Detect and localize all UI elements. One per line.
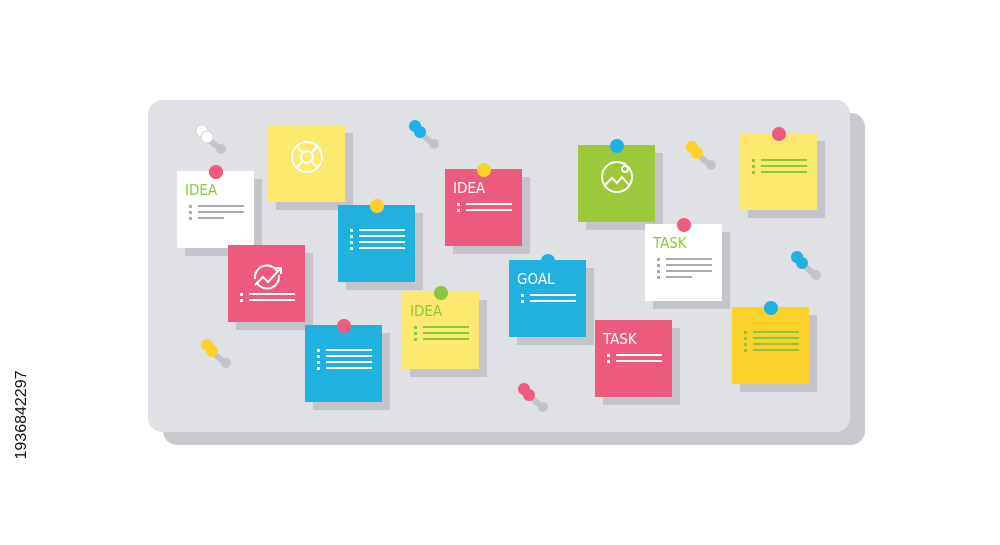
note-label: GOAL bbox=[517, 270, 555, 288]
note-lines bbox=[752, 157, 807, 175]
bullet-line bbox=[414, 324, 469, 330]
bullet-line bbox=[350, 227, 405, 233]
bullet-line bbox=[744, 335, 799, 341]
bullet-line bbox=[657, 268, 712, 274]
pushpin-icon bbox=[541, 254, 555, 268]
note-lines bbox=[317, 347, 372, 371]
pushpin-icon bbox=[370, 199, 384, 213]
sticky-note[interactable] bbox=[305, 325, 382, 402]
note-lines bbox=[657, 256, 712, 280]
stock-id-text: 1936842297 bbox=[13, 370, 30, 460]
bullet-line bbox=[414, 330, 469, 336]
note-lines bbox=[521, 292, 576, 304]
note-lines bbox=[744, 329, 799, 353]
bullet-line bbox=[607, 352, 662, 358]
note-lines bbox=[414, 324, 469, 342]
bullet-line bbox=[317, 365, 372, 371]
lifebuoy-icon bbox=[290, 141, 323, 173]
growth-chart-icon bbox=[253, 264, 282, 290]
bullet-line bbox=[744, 341, 799, 347]
loose-pushpin-icon[interactable] bbox=[515, 380, 555, 420]
loose-pushpin-icon[interactable] bbox=[406, 117, 446, 157]
note-lines bbox=[457, 201, 512, 213]
note-lines bbox=[350, 227, 405, 251]
pushpin-icon bbox=[677, 218, 691, 232]
note-lines bbox=[607, 352, 662, 364]
sticky-note[interactable]: GOAL bbox=[509, 260, 586, 337]
pushpin-icon bbox=[610, 139, 624, 153]
sticky-note[interactable]: TASK bbox=[595, 320, 672, 397]
note-lines bbox=[240, 291, 295, 303]
bullet-line bbox=[189, 215, 244, 221]
sticky-note[interactable] bbox=[740, 133, 817, 210]
sticky-note[interactable]: IDEA bbox=[445, 169, 522, 246]
image-icon bbox=[600, 161, 633, 193]
note-label: IDEA bbox=[453, 179, 486, 197]
bullet-line bbox=[457, 201, 512, 207]
bullet-line bbox=[657, 262, 712, 268]
bullet-line bbox=[350, 245, 405, 251]
bullet-line bbox=[457, 207, 512, 213]
bullet-line bbox=[607, 358, 662, 364]
loose-pushpin-icon[interactable] bbox=[193, 122, 233, 162]
note-label: TASK bbox=[603, 330, 637, 348]
bullet-line bbox=[752, 163, 807, 169]
bullet-line bbox=[189, 203, 244, 209]
sticky-note[interactable] bbox=[578, 145, 655, 222]
bullet-line bbox=[752, 169, 807, 175]
stock-id: 1936842297 bbox=[2, 300, 42, 530]
sticky-note[interactable] bbox=[228, 245, 305, 322]
bullet-line bbox=[657, 256, 712, 262]
sticky-note[interactable] bbox=[338, 205, 415, 282]
pushpin-icon bbox=[434, 286, 448, 300]
bullet-line bbox=[317, 347, 372, 353]
bullet-line bbox=[521, 292, 576, 298]
pushpin-icon bbox=[209, 165, 223, 179]
bullet-line bbox=[350, 233, 405, 239]
note-lines bbox=[189, 203, 244, 221]
bullet-line bbox=[752, 157, 807, 163]
bullet-line bbox=[744, 347, 799, 353]
pushpin-icon bbox=[477, 163, 491, 177]
bullet-line bbox=[521, 298, 576, 304]
bullet-line bbox=[240, 297, 295, 303]
note-label: TASK bbox=[653, 234, 687, 252]
sticky-note[interactable] bbox=[268, 125, 345, 202]
sticky-note[interactable] bbox=[732, 307, 809, 384]
bullet-line bbox=[189, 209, 244, 215]
pushpin-icon bbox=[772, 127, 786, 141]
note-label: IDEA bbox=[185, 181, 218, 199]
bullet-line bbox=[317, 353, 372, 359]
loose-pushpin-icon[interactable] bbox=[198, 336, 238, 376]
bullet-line bbox=[317, 359, 372, 365]
bullet-line bbox=[744, 329, 799, 335]
sticky-note[interactable]: TASK bbox=[645, 224, 722, 301]
pushpin-icon bbox=[337, 319, 351, 333]
bullet-line bbox=[240, 291, 295, 297]
sticky-note[interactable]: IDEA bbox=[402, 292, 479, 369]
bullet-line bbox=[350, 239, 405, 245]
note-label: IDEA bbox=[410, 302, 443, 320]
loose-pushpin-icon[interactable] bbox=[683, 138, 723, 178]
bullet-line bbox=[657, 274, 712, 280]
loose-pushpin-icon[interactable] bbox=[788, 248, 828, 288]
sticky-note[interactable]: IDEA bbox=[177, 171, 254, 248]
bullet-line bbox=[414, 336, 469, 342]
pushpin-icon bbox=[764, 301, 778, 315]
